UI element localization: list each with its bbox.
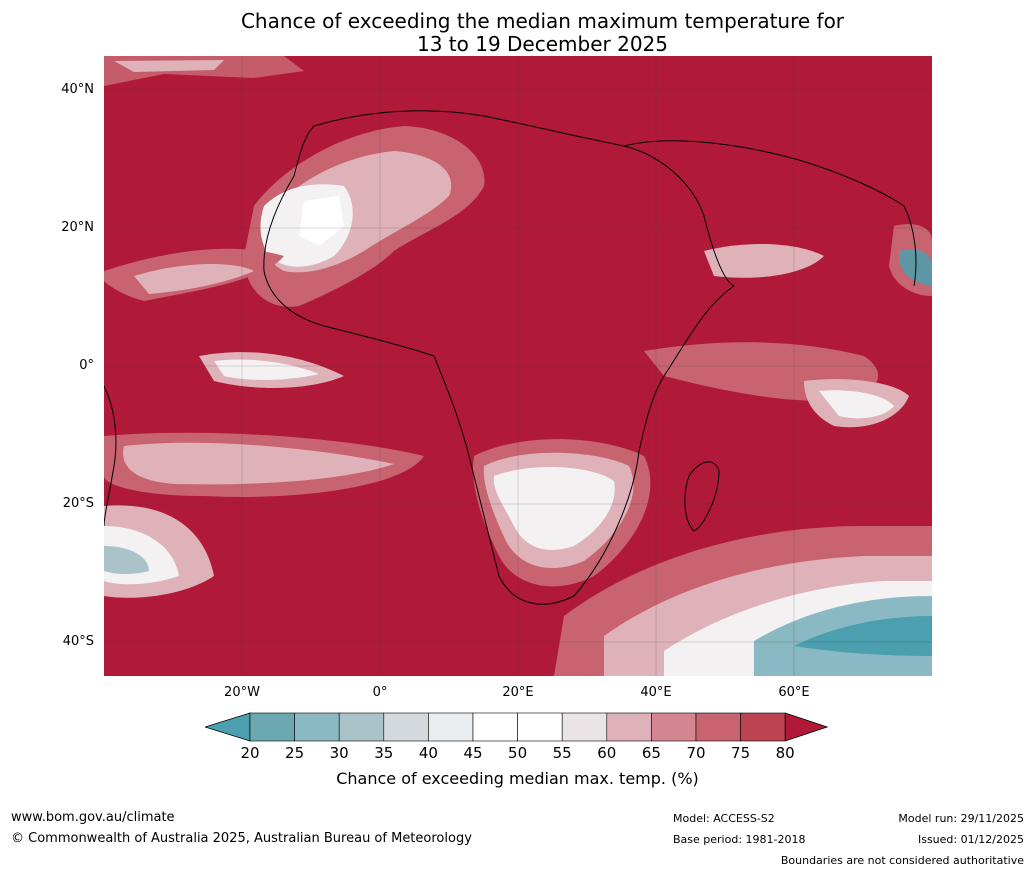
south-america-coastline: [104, 385, 117, 527]
colorbar-tick-label: 55: [552, 744, 572, 762]
footer-base-period: Base period: 1981-2018: [673, 833, 806, 846]
colorbar-tick-label: 60: [597, 744, 617, 762]
colorbar-segment: [472, 712, 518, 742]
footer-disclaimer: Boundaries are not considered authoritat…: [780, 854, 1024, 867]
region-southern-ocean-coolest: [794, 616, 932, 656]
colorbar-label: Chance of exceeding median max. temp. (%…: [336, 769, 699, 788]
colorbar-segment: [338, 712, 385, 742]
colorbar-tick-label: 45: [463, 744, 483, 762]
lon-label-0: 0°: [372, 685, 388, 700]
footer-model-run: Model run: 29/11/2025: [898, 812, 1024, 825]
colorbar-segments: [205, 712, 829, 742]
map-svg: [104, 56, 932, 676]
title-line-1: Chance of exceeding the median maximum t…: [240, 9, 845, 33]
region-south-atlantic-band-light: [123, 442, 395, 485]
graticule: [104, 56, 932, 676]
colorbar-tick-label: 75: [731, 744, 751, 762]
region-equatorial-atlantic-inner: [214, 359, 319, 380]
colorbar-segment: [651, 712, 697, 742]
region-arabian-sea: [704, 244, 824, 278]
footer-model: Model: ACCESS-S2: [673, 812, 775, 825]
colorbar-tick-label: 20: [240, 744, 260, 762]
colorbar-tick-label: 25: [285, 744, 305, 762]
colorbar-segment: [517, 712, 563, 742]
middle-east-coastline: [623, 140, 917, 287]
madagascar-coastline: [684, 461, 720, 532]
colorbar-arrow-low: [205, 712, 251, 742]
colorbar-tick-label: 80: [775, 744, 795, 762]
region-tropical-atlantic-1b: [134, 264, 254, 294]
colorbar-arrow-high: [784, 712, 829, 742]
lon-label-20e: 20°E: [502, 685, 534, 700]
lat-label-20n: 20°N: [61, 220, 94, 235]
colorbar-tick-label: 30: [329, 744, 349, 762]
colorbar-segment: [249, 712, 295, 742]
colorbar-tick-label: 35: [374, 744, 394, 762]
colorbar-tick-label: 65: [641, 744, 661, 762]
forecast-map[interactable]: [104, 56, 932, 676]
lon-label-60e: 60°E: [778, 685, 810, 700]
lat-label-40s: 40°S: [62, 634, 94, 649]
title-line-2: 13 to 19 December 2025: [416, 32, 668, 56]
footer-copyright: © Commonwealth of Australia 2025, Austra…: [11, 831, 472, 846]
colorbar-tick-label: 50: [508, 744, 528, 762]
colorbar-segment: [428, 712, 474, 742]
colorbar-segment: [383, 712, 429, 742]
lon-label-20w: 20°W: [224, 685, 260, 700]
footer-issued: Issued: 01/12/2025: [917, 833, 1024, 846]
region-mauritania-white: [299, 196, 344, 246]
region-south-atlantic-cool: [104, 546, 149, 575]
colorbar-segment: [294, 712, 340, 742]
colorbar-segment: [740, 712, 786, 742]
lat-label-20s: 20°S: [62, 496, 94, 511]
footer-website[interactable]: www.bom.gov.au/climate: [11, 810, 175, 825]
lat-label-0: 0°: [79, 358, 94, 373]
colorbar-segment: [561, 712, 608, 742]
lat-label-40n: 40°N: [61, 82, 94, 97]
colorbar-segment: [695, 712, 741, 742]
lon-label-40e: 40°E: [640, 685, 672, 700]
colorbar-tick-label: 70: [686, 744, 706, 762]
chart-title: Chance of exceeding the median maximum t…: [0, 10, 1035, 56]
colorbar-tick-label: 40: [418, 744, 438, 762]
colorbar-segment: [606, 712, 652, 742]
region-southern-africa-near-median: [493, 466, 615, 550]
colorbar: [205, 712, 829, 742]
region-north-atlantic-light: [114, 60, 224, 72]
region-indian-ocean-east-inner: [819, 390, 894, 419]
